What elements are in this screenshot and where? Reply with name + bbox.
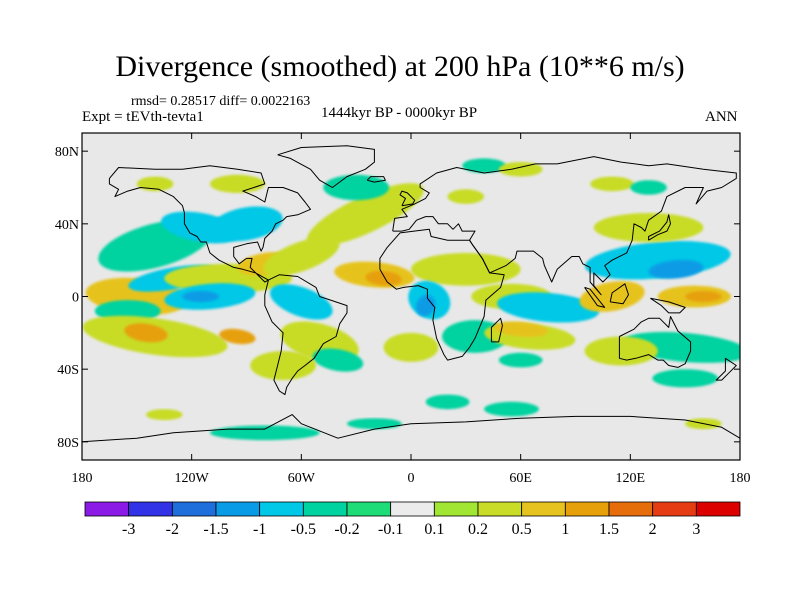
colorbar-swatch-3 [171, 501, 217, 517]
colorbar-label: 0.2 [468, 521, 488, 538]
lat-tick-label: 0 [72, 291, 79, 306]
lon-tick-label: 60W [288, 471, 316, 486]
stats-label: rmsd= 0.28517 diff= 0.0022163 [131, 94, 311, 109]
colorbar-swatch-15 [695, 501, 741, 517]
field-blob-23 [365, 270, 402, 286]
coastline-eurasia [392, 156, 737, 296]
plot-title: Divergence (smoothed) at 200 hPa (10**6 … [115, 50, 685, 83]
coastline-madagascar [490, 317, 503, 343]
colorbar-label: -0.5 [291, 521, 316, 538]
coastline-south-america [264, 274, 348, 396]
field-blob-52 [590, 176, 634, 192]
field-blob-15 [269, 284, 333, 320]
field-blob-27 [383, 332, 439, 362]
field-blob-9 [124, 323, 168, 343]
colorbar-label: 2 [649, 521, 657, 538]
colorbar-label: 0.1 [424, 521, 444, 538]
season-label: ANN [705, 109, 738, 125]
field-blob-46 [498, 352, 543, 368]
coastline-north-america [108, 165, 311, 283]
field-blob-42 [425, 394, 470, 410]
colorbar-swatch-12 [564, 501, 610, 517]
lon-tick-label: 120W [175, 471, 210, 486]
colorbar-swatch-8 [390, 501, 435, 517]
field-blob-14 [263, 237, 340, 276]
field-blob-49 [447, 189, 485, 204]
field-blob-19 [306, 183, 424, 247]
coastline-new-guinea [650, 297, 686, 314]
field-blob-24 [411, 252, 521, 286]
divergence-field [82, 158, 740, 441]
period-label: 1444kyr BP - 0000kyr BP [321, 105, 478, 121]
colorbar-swatch-4 [215, 501, 261, 517]
colorbar-swatch-10 [477, 501, 523, 517]
field-blob-21 [210, 174, 265, 193]
field-blob-50 [462, 158, 506, 173]
coastline-australia [618, 316, 692, 368]
experiment-label: Expt = tEVth-tevta1 [82, 109, 204, 125]
colorbar-label: -1 [253, 521, 266, 538]
colorbar-label: 1 [561, 521, 569, 538]
field-blob-10 [219, 328, 256, 345]
coastline-borneo [609, 283, 629, 305]
field-blob-53 [630, 180, 667, 195]
colorbar-label: 1.5 [599, 521, 619, 538]
field-blob-12 [182, 291, 220, 302]
colorbar: -3 -2 -1.5 -1 -0.5 -0.2 -0.1 0.1 0.2 0.5 1 1.5 2 3 [84, 501, 741, 538]
field-blob-41 [652, 369, 719, 388]
colorbar-swatch-13 [608, 501, 654, 517]
field-blob-17 [312, 348, 364, 372]
colorbar-swatch-6 [302, 501, 348, 517]
field-blob-32 [493, 321, 549, 337]
field-blob-5 [210, 206, 283, 242]
field-blob-38 [593, 213, 704, 242]
field-blob-26 [416, 295, 436, 317]
coastline-iceland [366, 176, 386, 183]
colorbar-swatch-1 [84, 501, 130, 517]
field-blob-44 [209, 425, 320, 441]
field-blob-40 [584, 336, 658, 366]
colorbar-swatch-9 [433, 501, 479, 517]
colorbar-label: 0.5 [512, 521, 532, 538]
map-axes: 180 120W 60W 0 60E 120E 180 80N 40N 0 40S 80S [55, 133, 751, 486]
colorbar-label: -1.5 [203, 521, 228, 538]
colorbar-swatch-5 [259, 501, 304, 517]
colorbar-label: -0.2 [334, 521, 359, 538]
colorbar-swatch-7 [346, 501, 392, 517]
colorbar-swatch-11 [521, 501, 566, 517]
coastline-africa [379, 228, 505, 361]
colorbar-swatch-2 [128, 501, 173, 517]
field-blob-18 [250, 351, 316, 380]
coastline-greenland [277, 145, 375, 188]
field-blob-51 [498, 162, 543, 177]
colorbar-label: 3 [692, 521, 700, 538]
lon-tick-label: 0 [408, 471, 415, 486]
field-blob-48 [146, 409, 183, 421]
lat-tick-label: 80N [55, 145, 79, 160]
coastline-japan [648, 214, 671, 241]
coastline-new-zealand [715, 357, 737, 381]
colorbar-label: -0.1 [378, 521, 403, 538]
field-blob-37 [685, 291, 722, 302]
coastline-uk [399, 190, 416, 207]
lat-tick-label: 40N [55, 218, 79, 233]
lon-tick-label: 60E [509, 471, 532, 486]
field-blob-45 [347, 418, 402, 430]
colorbar-label: -2 [166, 521, 179, 538]
lon-tick-label: 180 [72, 471, 93, 486]
lon-tick-label: 120E [616, 471, 646, 486]
lat-tick-label: 40S [57, 363, 79, 378]
lat-tick-label: 80S [57, 436, 79, 451]
field-blob-35 [648, 259, 704, 279]
field-blob-30 [497, 292, 600, 323]
colorbar-swatch-14 [652, 501, 697, 517]
coastline-antarctica [82, 414, 740, 443]
coastlines [82, 145, 740, 443]
field-blob-43 [484, 401, 539, 417]
colorbar-label: -3 [122, 521, 135, 538]
coastline-sumatra [584, 286, 606, 308]
lon-tick-label: 180 [730, 471, 751, 486]
